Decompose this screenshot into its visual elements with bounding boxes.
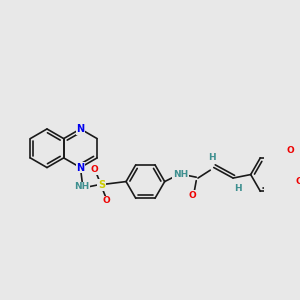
Text: O: O xyxy=(189,191,196,200)
Text: N: N xyxy=(76,163,85,172)
Text: H: H xyxy=(208,152,216,161)
Text: O: O xyxy=(296,177,300,186)
Text: H: H xyxy=(235,184,242,193)
Text: S: S xyxy=(98,180,105,190)
Text: NH: NH xyxy=(74,182,90,191)
Text: O: O xyxy=(286,146,294,155)
Text: O: O xyxy=(103,196,111,206)
Text: O: O xyxy=(91,165,98,174)
Text: N: N xyxy=(76,124,85,134)
Text: NH: NH xyxy=(173,170,188,179)
